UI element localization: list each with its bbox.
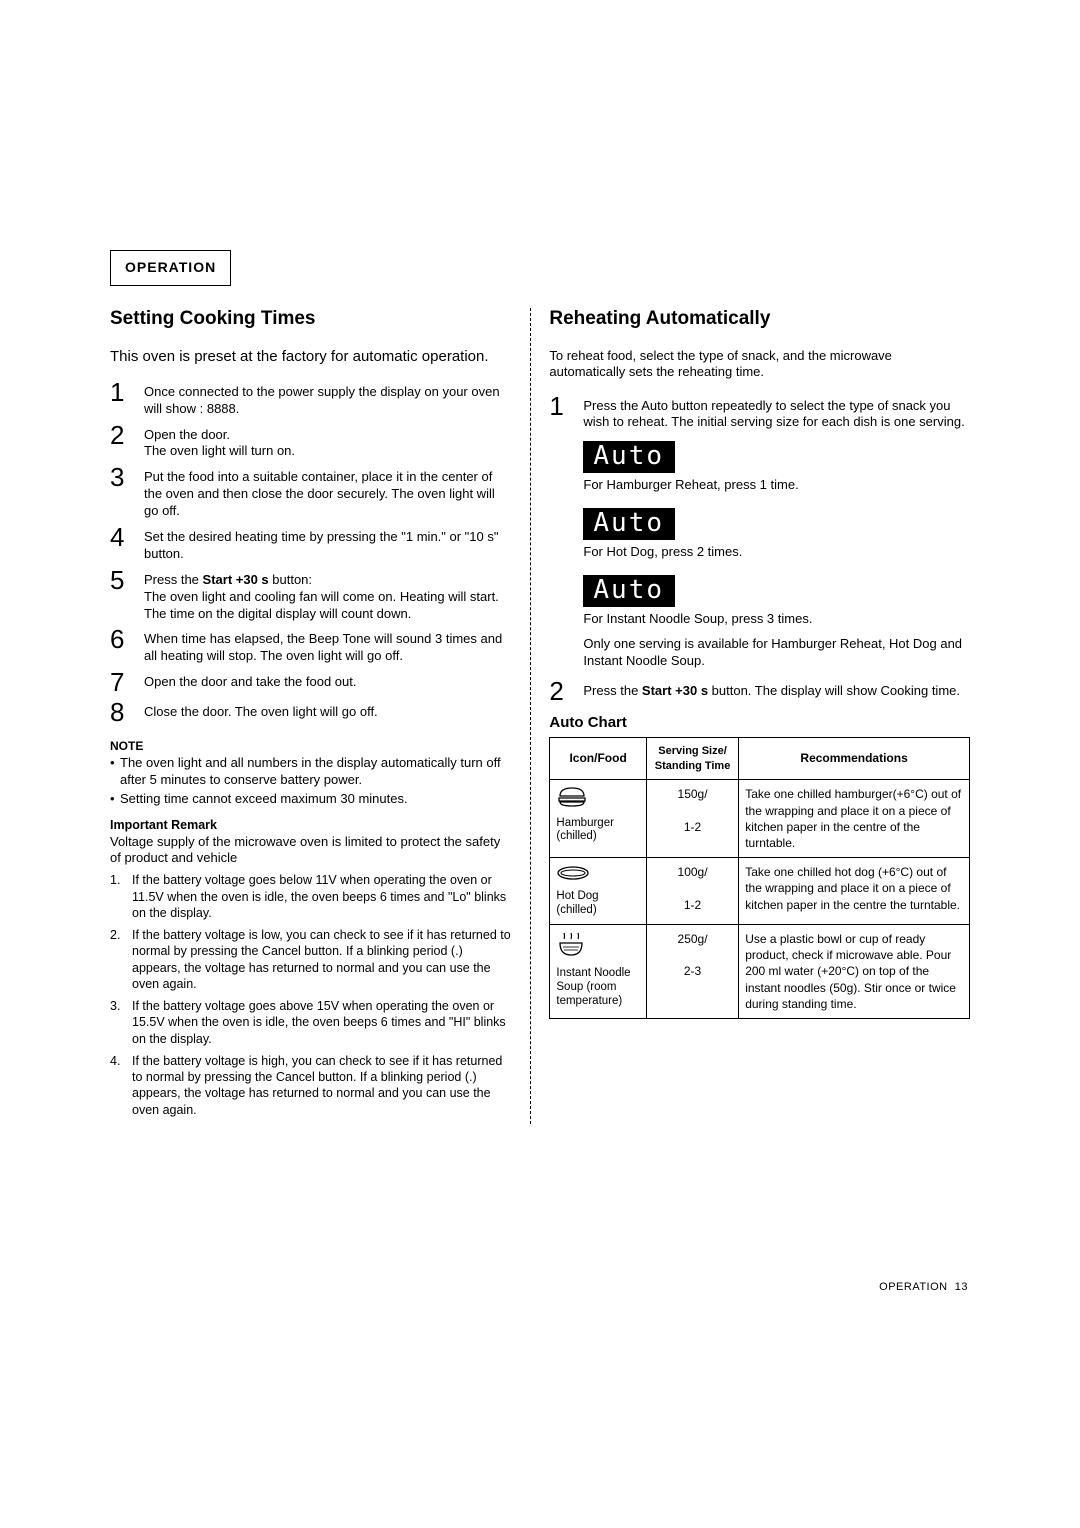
auto-display-icon: Auto (583, 441, 675, 473)
col-serving: Serving Size/Standing Time (646, 737, 738, 780)
step-number: 2 (110, 422, 144, 448)
auto-sequence: Auto For Hamburger Reheat, press 1 time.… (583, 435, 970, 669)
step-row: 1Once connected to the power supply the … (110, 379, 512, 418)
step-text: Press the Start +30 s button:The oven li… (144, 567, 512, 623)
hamburger-icon (556, 786, 588, 812)
important-remark-text: Voltage supply of the microwave oven is … (110, 834, 512, 867)
footer-section: OPERATION (879, 1281, 947, 1293)
recommendation-cell: Take one chilled hamburger(+6°C) out of … (739, 780, 970, 858)
food-label: Instant Noodle Soup (room temperature) (556, 967, 640, 1008)
noodle-soup-icon (556, 931, 586, 963)
remark-list: If the battery voltage goes below 11V wh… (110, 872, 512, 1118)
step-row: 5Press the Start +30 s button:The oven l… (110, 567, 512, 623)
section-header: OPERATION (110, 250, 231, 286)
auto-display-icon: Auto (583, 575, 675, 607)
step-text: Set the desired heating time by pressing… (144, 524, 512, 563)
table-row: Hamburger (chilled) 150g/1-2 Take one ch… (550, 780, 970, 858)
step-number: 4 (110, 524, 144, 550)
note-item: The oven light and all numbers in the di… (110, 755, 512, 789)
food-cell: Instant Noodle Soup (room temperature) (550, 924, 647, 1018)
step-number: 1 (549, 393, 583, 419)
note-item: Setting time cannot exceed maximum 30 mi… (110, 791, 512, 808)
auto-display-icon: Auto (583, 508, 675, 540)
table-header-row: Icon/Food Serving Size/Standing Time Rec… (550, 737, 970, 780)
auto-caption: For Hamburger Reheat, press 1 time. (583, 477, 970, 494)
table-row: Hot Dog (chilled) 100g/1-2 Take one chil… (550, 858, 970, 925)
note-label: NOTE (110, 739, 512, 753)
serving-note: Only one serving is available for Hambur… (583, 636, 970, 670)
col-icon-food: Icon/Food (550, 737, 647, 780)
auto-caption: For Instant Noodle Soup, press 3 times. (583, 611, 970, 628)
auto-chart-title: Auto Chart (549, 714, 970, 731)
food-label: Hamburger (chilled) (556, 817, 640, 845)
step-row: 1 Press the Auto button repeatedly to se… (549, 393, 970, 432)
recommendation-cell: Take one chilled hot dog (+6°C) out of t… (739, 858, 970, 925)
standing-time: 2-3 (684, 964, 701, 978)
auto-caption: For Hot Dog, press 2 times. (583, 544, 970, 561)
step-text: Press the Auto button repeatedly to sele… (583, 393, 970, 432)
text: button. The display will show Cooking ti… (708, 683, 960, 698)
recommendation-cell: Use a plastic bowl or cup of ready produ… (739, 924, 970, 1018)
hotdog-icon (556, 864, 590, 886)
step-row: 3Put the food into a suitable container,… (110, 464, 512, 520)
serving-size: 150g/ (678, 787, 708, 801)
setting-intro: This oven is preset at the factory for a… (110, 348, 512, 367)
important-remark-label: Important Remark (110, 818, 512, 832)
serving-size: 250g/ (678, 932, 708, 946)
step-row: 2 Press the Start +30 s button. The disp… (549, 678, 970, 704)
food-cell: Hot Dog (chilled) (550, 858, 647, 925)
food-cell: Hamburger (chilled) (550, 780, 647, 858)
step-text: Open the door.The oven light will turn o… (144, 422, 295, 461)
reheating-heading: Reheating Automatically (549, 308, 970, 330)
step-number: 7 (110, 669, 144, 695)
serving-size: 100g/ (678, 865, 708, 879)
step-text: Put the food into a suitable container, … (144, 464, 512, 520)
remark-item: If the battery voltage goes above 15V wh… (110, 998, 512, 1047)
step-row: 6When time has elapsed, the Beep Tone wi… (110, 626, 512, 665)
page-number: 13 (955, 1281, 968, 1293)
remark-item: If the battery voltage is low, you can c… (110, 927, 512, 992)
right-column: Reheating Automatically To reheat food, … (531, 308, 970, 1124)
setting-steps: 1Once connected to the power supply the … (110, 379, 512, 725)
step-number: 8 (110, 699, 144, 725)
col-recommendations: Recommendations (739, 737, 970, 780)
remark-item: If the battery voltage goes below 11V wh… (110, 872, 512, 921)
step-text: Open the door and take the food out. (144, 669, 357, 691)
step-row: 4Set the desired heating time by pressin… (110, 524, 512, 563)
two-column-layout: Setting Cooking Times This oven is prese… (110, 308, 970, 1124)
remark-item: If the battery voltage is high, you can … (110, 1053, 512, 1118)
text: Press the (583, 683, 642, 698)
standing-time: 1-2 (684, 898, 701, 912)
setting-cooking-times-heading: Setting Cooking Times (110, 308, 512, 330)
step-number: 5 (110, 567, 144, 593)
serving-cell: 150g/1-2 (646, 780, 738, 858)
step-number: 6 (110, 626, 144, 652)
serving-cell: 100g/1-2 (646, 858, 738, 925)
start-button-label: Start +30 s (642, 683, 708, 698)
reheating-intro: To reheat food, select the type of snack… (549, 348, 970, 381)
auto-chart-table: Icon/Food Serving Size/Standing Time Rec… (549, 737, 970, 1019)
left-column: Setting Cooking Times This oven is prese… (110, 308, 531, 1124)
step-text: Press the Start +30 s button. The displa… (583, 678, 960, 700)
section-header-title: OPERATION (125, 259, 216, 275)
step-number: 3 (110, 464, 144, 490)
page-footer: OPERATION 13 (879, 1281, 968, 1293)
step-text: When time has elapsed, the Beep Tone wil… (144, 626, 512, 665)
note-list: The oven light and all numbers in the di… (110, 755, 512, 808)
step-row: 2Open the door.The oven light will turn … (110, 422, 512, 461)
step-text: Once connected to the power supply the d… (144, 379, 512, 418)
standing-time: 1-2 (684, 820, 701, 834)
step-row: 7Open the door and take the food out. (110, 669, 512, 695)
step-number: 2 (549, 678, 583, 704)
step-number: 1 (110, 379, 144, 405)
step-row: 8Close the door. The oven light will go … (110, 699, 512, 725)
serving-cell: 250g/2-3 (646, 924, 738, 1018)
step-text: Close the door. The oven light will go o… (144, 699, 378, 721)
table-row: Instant Noodle Soup (room temperature) 2… (550, 924, 970, 1018)
food-label: Hot Dog (chilled) (556, 890, 640, 918)
